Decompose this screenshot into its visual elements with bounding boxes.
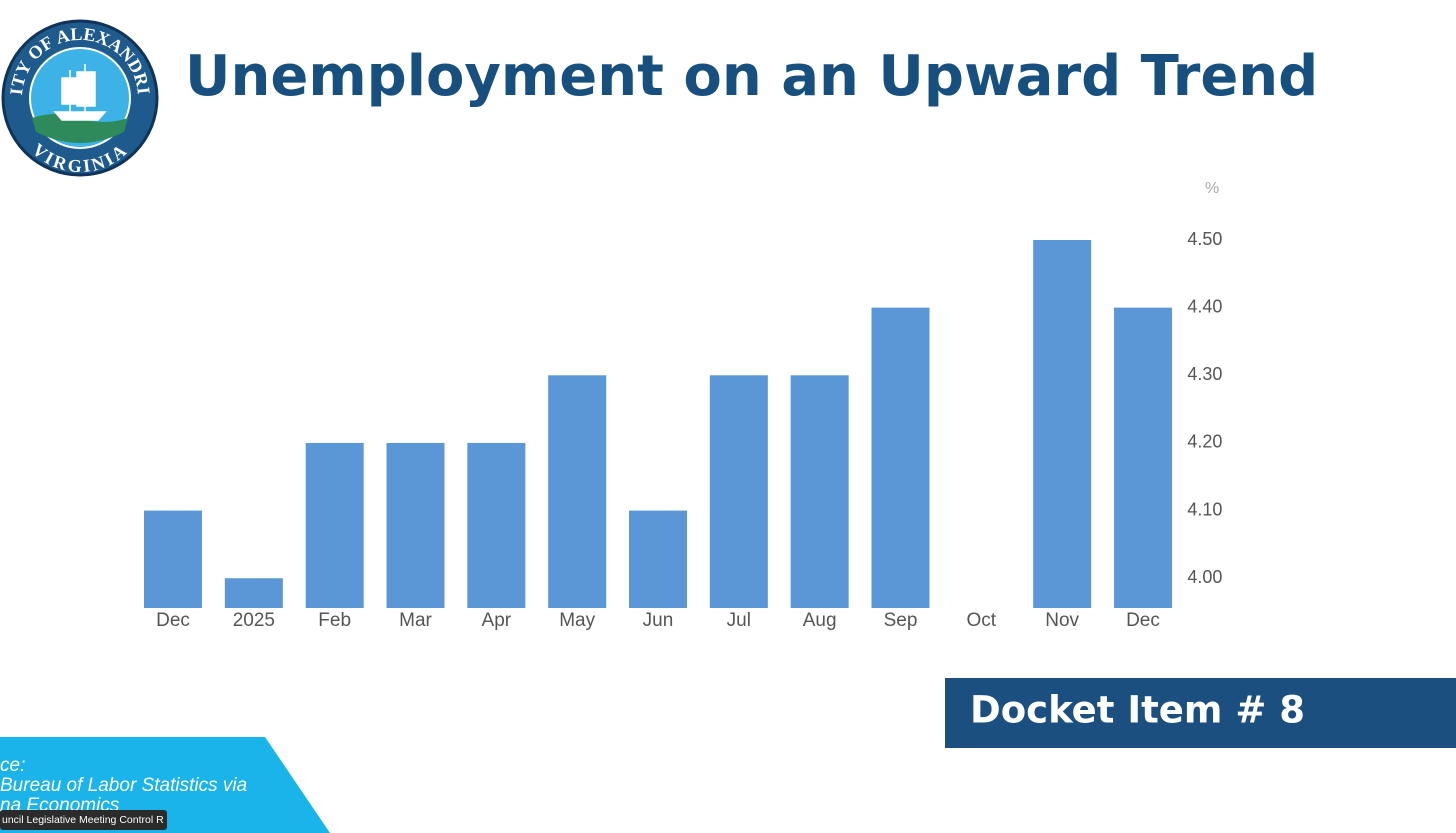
x-tick-label: Jul — [727, 610, 751, 631]
chart-title: Unemployment on an Upward Trend — [185, 44, 1318, 109]
docket-box — [945, 678, 1456, 748]
bar — [144, 510, 203, 608]
bar — [224, 578, 283, 608]
y-tick-label: 4.10 — [1187, 499, 1222, 519]
x-tick-label: Nov — [1045, 610, 1079, 631]
x-tick-label: Mar — [399, 610, 432, 631]
x-tick-label: Dec — [1126, 610, 1160, 631]
bar — [305, 442, 364, 608]
x-tick-label: Aug — [803, 610, 837, 631]
chart: 4.00 4.10 4.20 4.30 4.40 4.50 Dec 2025 Feb Mar Apr… — [144, 229, 1222, 631]
x-tick-label: Feb — [318, 610, 351, 631]
bar — [1113, 307, 1172, 608]
y-tick-label: 4.50 — [1187, 229, 1222, 249]
logo-waves — [32, 114, 128, 143]
window-label-box — [0, 810, 167, 830]
bar — [629, 510, 687, 608]
x-tick-label: Sep — [884, 610, 918, 631]
bar — [548, 375, 607, 608]
window-label: uncil Legislative Meeting Control R — [2, 814, 164, 826]
source-line: ce: — [0, 755, 25, 776]
x-tick-label: May — [559, 610, 595, 631]
bar — [790, 375, 849, 608]
y-tick-label: 4.40 — [1187, 296, 1222, 316]
y-tick-label: 4.00 — [1187, 567, 1222, 587]
bar — [467, 442, 526, 608]
x-tick-label: Jun — [643, 610, 674, 631]
y-unit: % — [1205, 180, 1219, 197]
bar — [871, 307, 930, 608]
y-tick-label: 4.30 — [1187, 364, 1222, 384]
x-tick-label: 2025 — [233, 610, 275, 631]
bar — [1033, 240, 1092, 608]
x-tick-label: Dec — [156, 610, 190, 631]
x-tick-label: Apr — [482, 610, 512, 631]
x-tick-label: Oct — [967, 610, 997, 631]
docket-label: Docket Item # 8 — [970, 689, 1305, 732]
bar — [709, 375, 768, 608]
logo-ship — [53, 64, 107, 121]
source-banner — [0, 737, 330, 833]
y-tick-label: 4.20 — [1187, 432, 1222, 452]
bar — [386, 442, 445, 608]
source-line: Bureau of Labor Statistics via — [0, 775, 247, 796]
